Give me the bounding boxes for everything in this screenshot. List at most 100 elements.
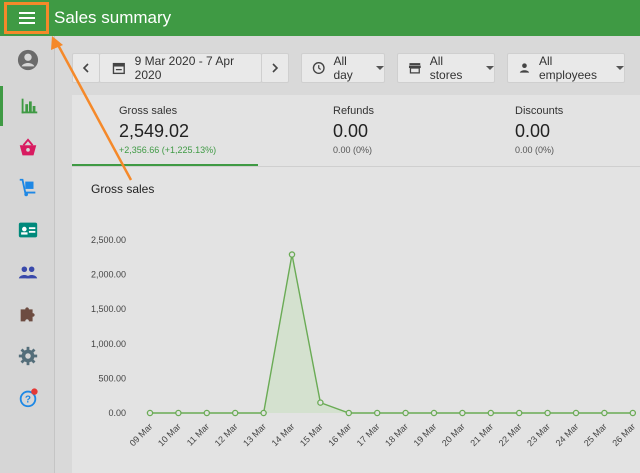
x-tick-label: 25 Mar	[582, 421, 609, 448]
data-point	[373, 409, 381, 417]
hamburger-icon	[18, 12, 35, 24]
date-prev-button[interactable]	[72, 53, 100, 83]
y-tick-label: 1,500.00	[91, 304, 126, 314]
stores-filter-dropdown[interactable]: All stores	[397, 53, 495, 83]
x-tick-label: 13 Mar	[241, 421, 268, 448]
sales-summary-card: Gross sales 2,549.02 +2,356.66 (+1,225.1…	[72, 95, 640, 473]
y-tick-label: 1,000.00	[91, 339, 126, 349]
data-point	[601, 409, 608, 417]
data-point	[175, 409, 182, 417]
x-tick-label: 21 Mar	[468, 421, 495, 448]
kpi-value: 2,549.02	[119, 121, 190, 141]
kpi-label: Gross sales	[119, 105, 178, 117]
data-point	[629, 409, 637, 417]
chevron-right-icon	[272, 63, 279, 73]
employees-filter-label: All employees	[538, 54, 597, 82]
data-point	[402, 409, 409, 417]
sidebar-item-inventory[interactable]	[0, 168, 55, 208]
x-tick-label: 11 Mar	[185, 421, 211, 447]
people-icon	[18, 266, 37, 279]
data-point	[203, 409, 211, 417]
x-tick-label: 12 Mar	[213, 421, 240, 448]
basket-icon	[19, 138, 36, 156]
data-point	[317, 399, 324, 406]
data-point	[146, 409, 154, 417]
active-kpi-indicator	[72, 164, 258, 166]
x-tick-label: 16 Mar	[326, 421, 353, 448]
sidebar-item-reports[interactable]	[0, 86, 55, 126]
y-tick-label: 500.00	[98, 373, 126, 383]
kpi-label: Discounts	[515, 105, 564, 117]
kpi-refunds[interactable]: Refunds 0.00 0.00 (0%)	[333, 105, 374, 155]
kpi-change: 0.00 (0%)	[333, 145, 373, 155]
chevron-down-icon	[616, 66, 624, 70]
kpi-value: 0.00	[515, 121, 551, 141]
x-tick-label: 14 Mar	[270, 421, 297, 448]
x-tick-label: 18 Mar	[383, 421, 410, 448]
sidebar-item-items[interactable]	[0, 128, 55, 168]
kpi-change: 0.00 (0%)	[515, 145, 555, 155]
x-tick-label: 17 Mar	[355, 421, 382, 448]
data-point	[459, 409, 466, 417]
data-point	[345, 409, 353, 417]
sidebar-item-avatar[interactable]	[0, 40, 55, 80]
chevron-left-icon	[82, 63, 89, 73]
clock-icon	[312, 62, 325, 74]
svg-text:?: ?	[24, 395, 30, 406]
sidebar-item-settings[interactable]	[0, 336, 55, 376]
data-point	[544, 409, 551, 417]
badge-icon	[18, 222, 37, 238]
kpi-label: Refunds	[333, 105, 374, 117]
y-tick-label: 0.00	[108, 408, 126, 418]
date-range-label: 9 Mar 2020 - 7 Apr 2020	[134, 54, 235, 82]
data-point	[572, 409, 580, 417]
person-icon	[519, 63, 530, 73]
gear-icon	[18, 346, 37, 366]
bar-chart-icon	[21, 98, 38, 114]
top-app-bar: Sales summary	[0, 0, 640, 36]
kpi-change: +2,356.66 (+1,225.13%)	[119, 145, 217, 155]
x-tick-label: 24 Mar	[554, 421, 581, 448]
x-tick-label: 10 Mar	[156, 421, 183, 448]
kpi-value: 0.00	[333, 121, 369, 141]
date-next-button[interactable]	[261, 53, 289, 83]
sidebar-item-customers[interactable]	[0, 252, 55, 292]
employees-filter-dropdown[interactable]: All employees	[507, 53, 625, 83]
dolly-icon	[19, 178, 35, 197]
calendar-icon	[112, 62, 125, 75]
help-icon: ?	[19, 388, 38, 408]
page-title: Sales summary	[54, 8, 172, 27]
x-tick-label: 22 Mar	[497, 421, 524, 448]
gross-sales-chart: 0.00 500.00 1,000.00 1,500.00 2,000.00 2,500.…	[91, 235, 637, 448]
store-icon	[408, 63, 421, 74]
user-avatar-icon	[17, 49, 38, 71]
y-tick-label: 2,000.00	[91, 270, 126, 280]
time-filter-label: All day	[333, 54, 353, 82]
data-point	[515, 409, 523, 417]
kpi-gross-sales[interactable]: Gross sales 2,549.02 +2,356.66 (+1,225.1…	[119, 105, 216, 155]
series-area	[150, 254, 633, 413]
stores-filter-label: All stores	[429, 54, 463, 82]
date-range-picker[interactable]: 9 Mar 2020 - 7 Apr 2020	[99, 53, 262, 83]
data-point	[260, 409, 267, 417]
sidebar-item-help[interactable]: ?	[0, 378, 55, 418]
kpi-discounts[interactable]: Discounts 0.00 0.00 (0%)	[515, 105, 563, 155]
menu-button[interactable]	[4, 2, 49, 34]
time-filter-dropdown[interactable]: All day	[301, 53, 385, 83]
sidebar: ?	[0, 36, 55, 473]
data-point	[487, 409, 495, 417]
x-tick-label: 23 Mar	[525, 421, 552, 448]
x-tick-label: 26 Mar	[610, 421, 637, 448]
x-tick-label: 19 Mar	[412, 421, 439, 448]
chart-title: Gross sales	[91, 182, 155, 196]
data-point	[288, 251, 296, 258]
data-point	[231, 409, 239, 417]
divider	[72, 166, 640, 167]
y-tick-label: 2,500.00	[91, 235, 126, 245]
puzzle-icon	[20, 307, 35, 322]
sidebar-item-integrations[interactable]	[0, 294, 55, 334]
x-tick-label: 09 Mar	[128, 421, 155, 448]
sidebar-item-employees[interactable]	[0, 210, 55, 250]
series-line	[150, 254, 633, 414]
x-tick-label: 20 Mar	[440, 421, 467, 448]
